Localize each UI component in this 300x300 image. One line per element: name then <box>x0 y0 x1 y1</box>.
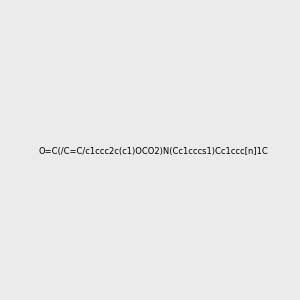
Text: O=C(/C=C/c1ccc2c(c1)OCO2)N(Cc1cccs1)Cc1ccc[n]1C: O=C(/C=C/c1ccc2c(c1)OCO2)N(Cc1cccs1)Cc1c… <box>39 147 268 156</box>
